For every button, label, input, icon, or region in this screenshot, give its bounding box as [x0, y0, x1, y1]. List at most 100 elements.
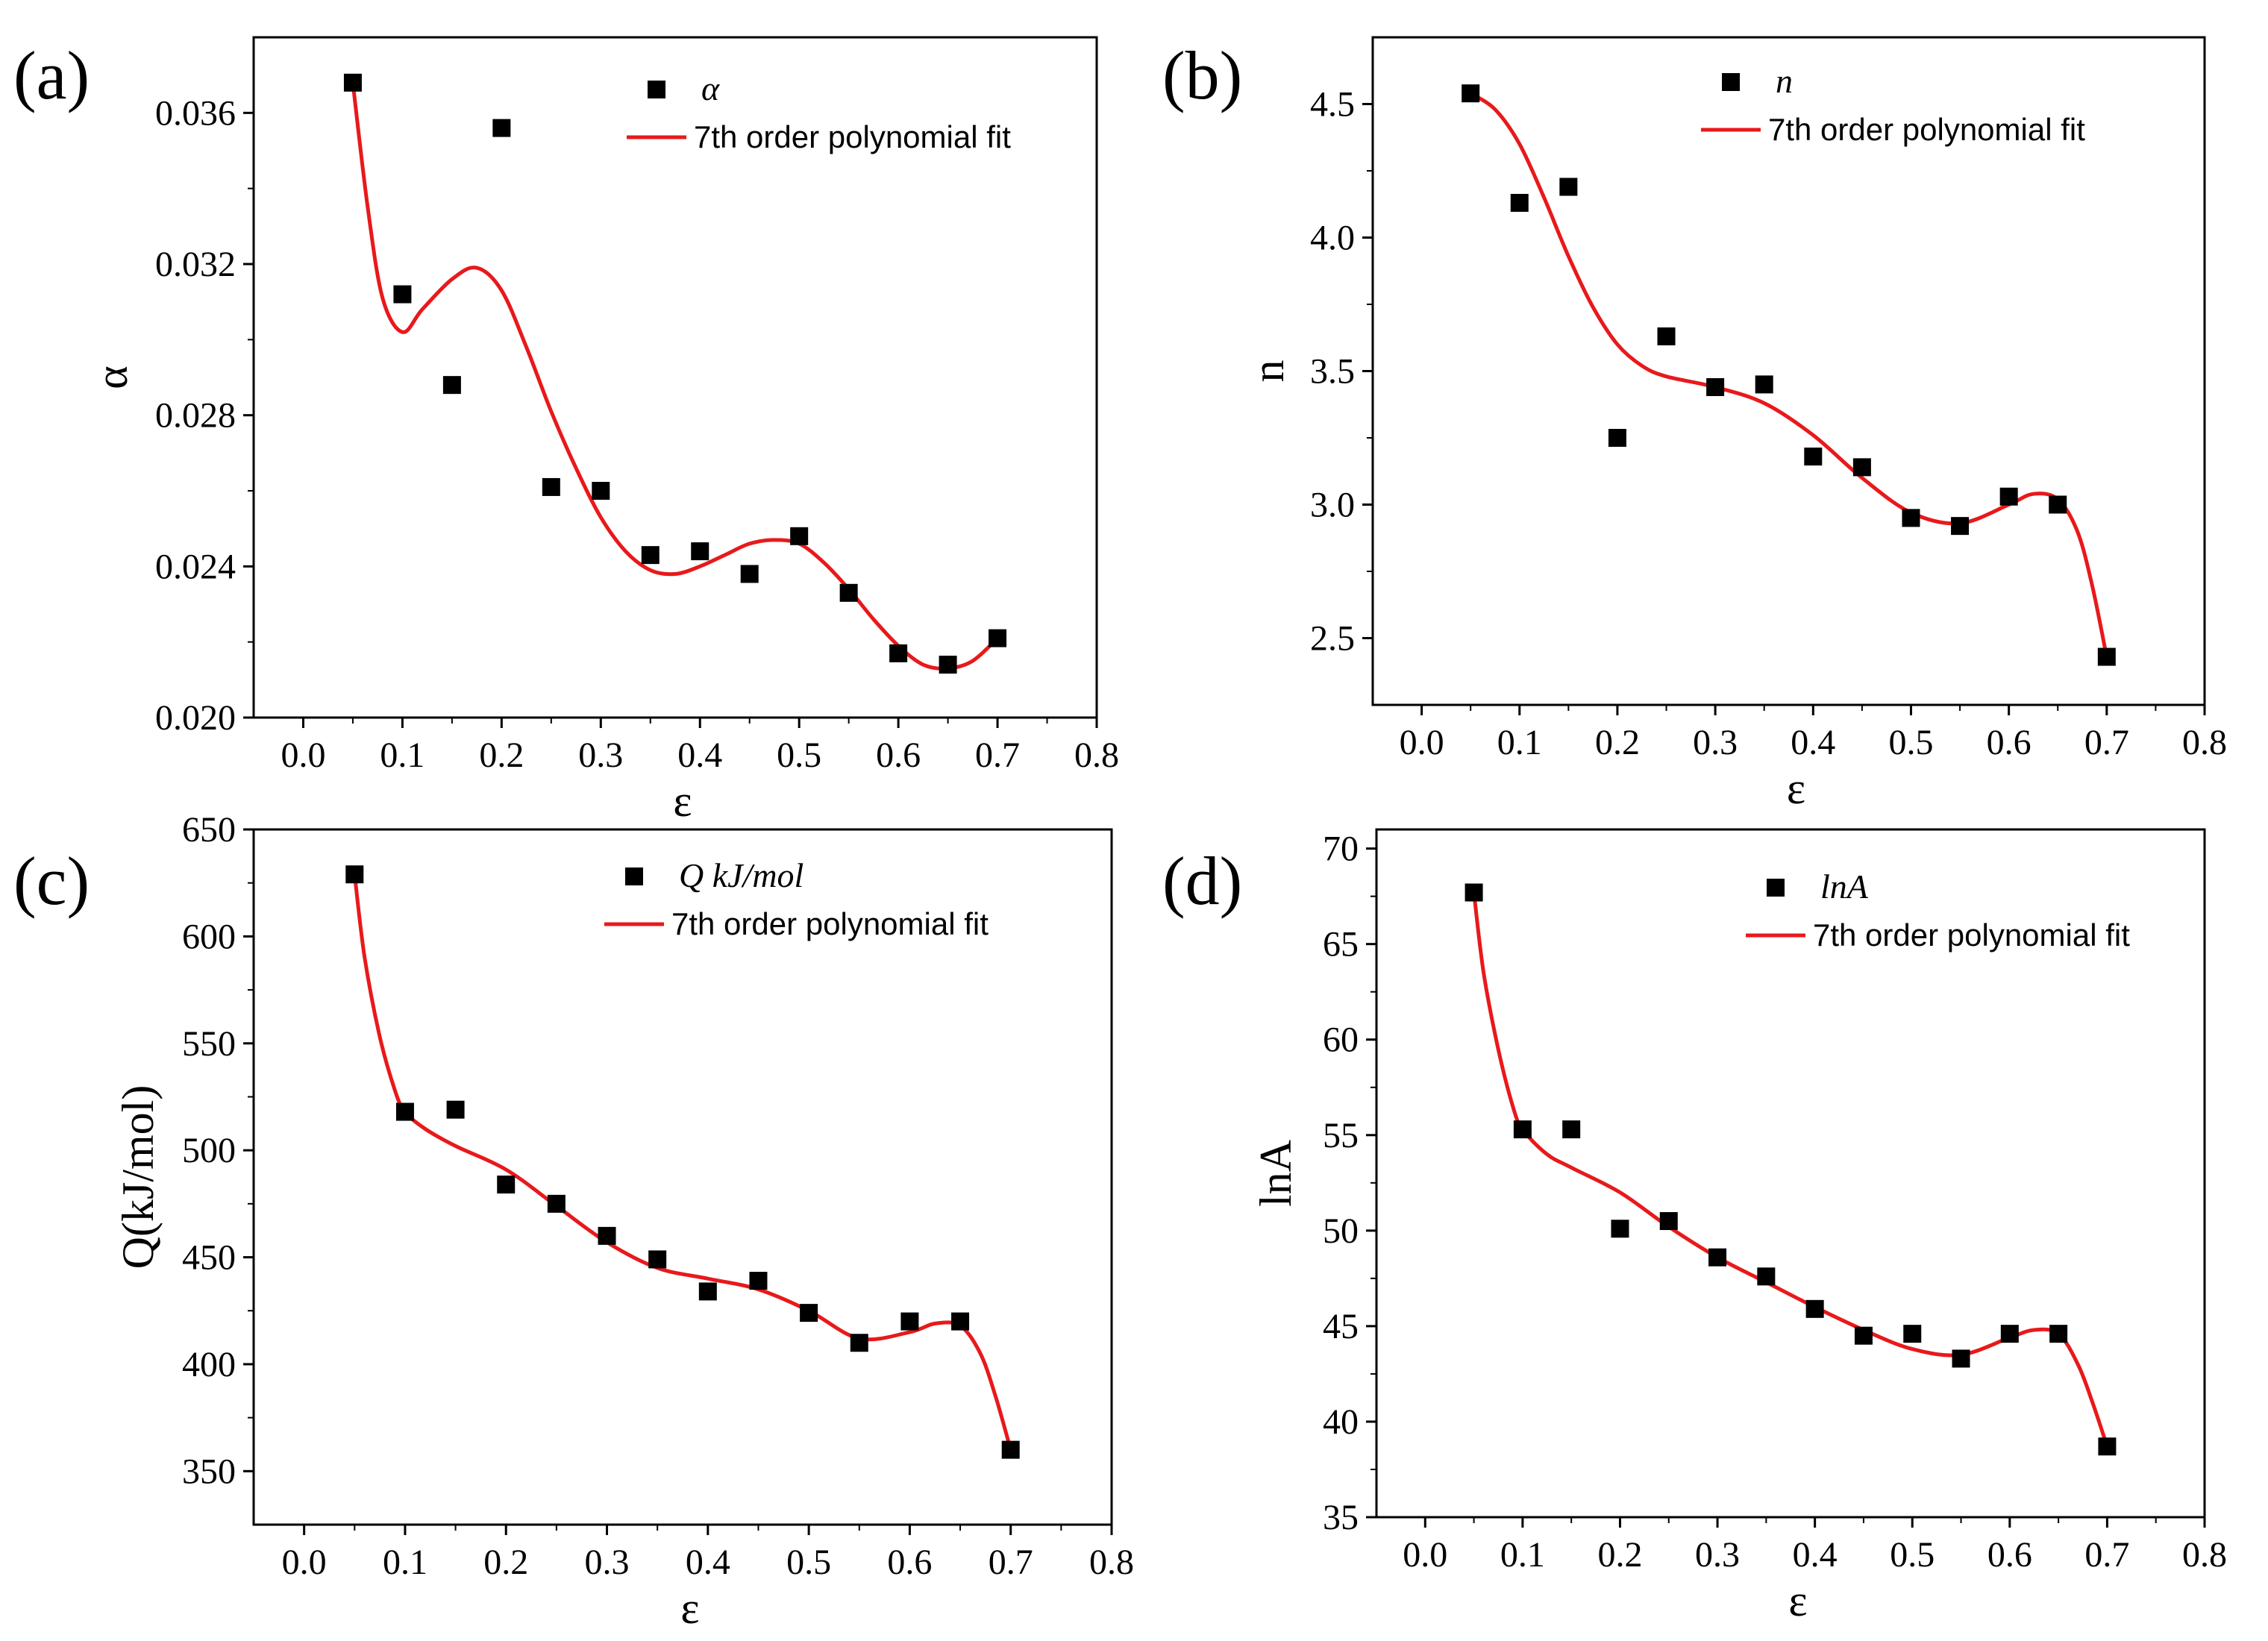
data-point: [740, 565, 759, 583]
data-point: [1513, 1120, 1532, 1139]
y-tick-label: 3.0: [1310, 486, 1355, 525]
panel-label: (a): [13, 37, 90, 113]
plot-frame: [252, 828, 1113, 1526]
y-tick-label: 0.020: [155, 698, 236, 738]
x-tick-label: 0.7: [2084, 1535, 2129, 1575]
x-tick-label: 0.4: [1791, 723, 1835, 762]
data-point: [345, 865, 364, 884]
y-tick-label: 55: [1323, 1116, 1359, 1155]
legend-fit-label: 7th order polynomial fit: [671, 906, 989, 941]
data-point: [343, 73, 362, 92]
data-point: [598, 1226, 616, 1245]
data-point: [939, 656, 957, 674]
plot-frame: [252, 36, 1098, 719]
chart-panel-a: (a) 0.0 0.1 0.2 0.3 0.4 0.5 0.6 0.7 0.8 0.020 0.024…: [13, 36, 1119, 826]
data-point: [1854, 1326, 1873, 1345]
data-point: [1952, 1349, 1970, 1368]
data-point: [1805, 1299, 1824, 1318]
x-axis-label: ε: [673, 776, 692, 826]
y-tick-label: 35: [1323, 1498, 1359, 1537]
x-tick-label: 0.3: [578, 735, 623, 775]
x-tick-label: 0.3: [1693, 723, 1738, 762]
panel-label: (d): [1162, 843, 1242, 919]
x-tick-label: 0.2: [1597, 1535, 1642, 1575]
data-point: [900, 1312, 919, 1331]
y-axis-label: lnA: [1251, 1140, 1300, 1207]
data-point: [1559, 178, 1578, 196]
data-point: [1999, 487, 2018, 506]
x-tick-label: 0.0: [1400, 723, 1444, 762]
chart-panel-b: (b) 0.0 0.1 0.2 0.3 0.4 0.5 0.6 0.7 0.8 2.5 3.0 3.5 4…: [1162, 36, 2227, 813]
legend-marker-label: lnA: [1820, 867, 1869, 906]
legend-fit-label: 7th order polynomial fit: [1768, 112, 2085, 147]
chart-panel-c: (c) 0.0 0.1 0.2 0.3 0.4 0.5 0.6 0.7 0.8 350 400 450 5…: [13, 810, 1134, 1633]
fit-curve: [1472, 892, 2109, 1447]
x-tick-label: 0.8: [2182, 1535, 2227, 1575]
y-tick-label: 0.036: [155, 93, 236, 133]
y-tick-label: 50: [1323, 1211, 1359, 1251]
x-tick-label: 0.5: [1888, 723, 1933, 762]
x-tick-label: 0.0: [281, 735, 325, 775]
data-point: [749, 1272, 768, 1290]
x-tick-label: 0.0: [1403, 1535, 1447, 1575]
y-tick-label: 40: [1323, 1402, 1359, 1442]
y-axis-label: α: [87, 365, 137, 389]
x-tick-label: 0.1: [383, 1543, 427, 1582]
data-point: [1852, 458, 1871, 477]
x-tick-label: 0.2: [479, 735, 524, 775]
legend-marker-symbol: [648, 81, 665, 98]
y-tick-label: 650: [182, 810, 236, 850]
data-point: [989, 629, 1007, 647]
data-point: [839, 583, 858, 602]
legend-marker-symbol: [625, 867, 643, 885]
x-tick-label: 0.5: [777, 735, 821, 775]
x-tick-label: 0.8: [1074, 735, 1119, 775]
legend-marker-label: n: [1776, 62, 1793, 100]
data-point: [691, 542, 709, 561]
y-tick-label: 600: [182, 917, 236, 956]
data-point: [492, 119, 511, 137]
x-tick-label: 0.8: [2182, 723, 2227, 762]
y-tick-label: 0.028: [155, 396, 236, 436]
data-point: [1465, 883, 1483, 902]
x-tick-label: 0.4: [1793, 1535, 1838, 1575]
y-tick-label: 65: [1323, 925, 1359, 964]
data-point: [592, 482, 610, 500]
legend-marker-symbol: [1767, 879, 1785, 897]
data-point: [2049, 1325, 2068, 1343]
chart-panel-d: (d) 0.0 0.1 0.2 0.3 0.4 0.5 0.6 0.7 0.8 35 40 45 50 55…: [1162, 828, 2227, 1625]
y-tick-label: 550: [182, 1024, 236, 1064]
x-tick-label: 0.5: [786, 1543, 831, 1582]
data-point: [2098, 1437, 2117, 1456]
data-point: [648, 1250, 667, 1269]
x-tick-label: 0.6: [1987, 723, 2032, 762]
data-point: [951, 1312, 970, 1331]
y-tick-label: 450: [182, 1238, 236, 1278]
y-axis-label: Q(kJ/mol): [113, 1085, 163, 1270]
y-tick-label: 3.5: [1310, 352, 1355, 392]
x-tick-label: 0.2: [483, 1543, 528, 1582]
y-tick-label: 4.5: [1310, 85, 1355, 125]
data-point: [800, 1304, 818, 1322]
x-tick-label: 0.5: [1890, 1535, 1935, 1575]
x-tick-label: 0.4: [677, 735, 722, 775]
data-point: [1659, 1212, 1678, 1231]
plot-frame: [1375, 828, 2206, 1519]
data-point: [542, 477, 560, 496]
legend-marker-label: Q kJ/mol: [679, 856, 803, 894]
y-tick-label: 0.032: [155, 245, 236, 284]
data-point: [1611, 1220, 1629, 1238]
data-point: [1804, 448, 1823, 466]
x-tick-label: 0.2: [1595, 723, 1640, 762]
data-point: [698, 1282, 717, 1301]
x-axis-label: ε: [680, 1584, 699, 1633]
data-point: [497, 1176, 516, 1194]
data-point: [790, 527, 809, 545]
data-point: [1706, 377, 1725, 396]
data-point: [1657, 327, 1676, 345]
x-tick-label: 0.1: [1500, 1535, 1545, 1575]
legend-marker-symbol: [1722, 73, 1740, 91]
data-point: [1608, 429, 1626, 447]
data-point: [547, 1194, 566, 1213]
